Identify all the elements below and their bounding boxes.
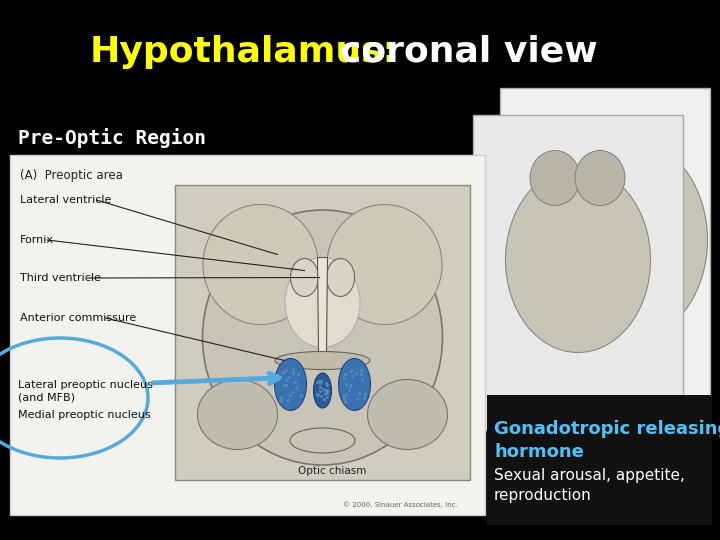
Ellipse shape xyxy=(313,373,331,408)
Text: Fornix: Fornix xyxy=(20,235,54,245)
Text: Anterior commissure: Anterior commissure xyxy=(20,313,136,323)
Text: Lateral preoptic nucleus: Lateral preoptic nucleus xyxy=(18,380,153,390)
Polygon shape xyxy=(500,88,710,428)
Text: ©02 Sinauer Associates, Inc.: ©02 Sinauer Associates, Inc. xyxy=(530,422,621,428)
Polygon shape xyxy=(512,260,520,280)
Ellipse shape xyxy=(290,428,355,453)
Ellipse shape xyxy=(274,359,307,410)
Ellipse shape xyxy=(285,258,360,348)
Ellipse shape xyxy=(505,167,650,353)
Ellipse shape xyxy=(275,352,370,369)
Ellipse shape xyxy=(530,151,580,206)
Text: Third ventricle: Third ventricle xyxy=(20,273,101,283)
Ellipse shape xyxy=(338,359,371,410)
Ellipse shape xyxy=(575,151,625,206)
Ellipse shape xyxy=(367,380,448,449)
Text: Lateral ventricle: Lateral ventricle xyxy=(20,195,112,205)
Ellipse shape xyxy=(326,259,354,296)
Polygon shape xyxy=(10,155,485,515)
Text: (A)  Preoptic area: (A) Preoptic area xyxy=(20,168,123,181)
Text: Medial preoptic nucleus: Medial preoptic nucleus xyxy=(18,410,150,420)
Text: ©02 Sinauer Associates, Inc.: ©02 Sinauer Associates, Inc. xyxy=(594,415,685,421)
Ellipse shape xyxy=(552,140,708,340)
Text: (and MFB): (and MFB) xyxy=(18,393,75,403)
Ellipse shape xyxy=(637,187,679,282)
Polygon shape xyxy=(175,185,470,480)
Text: Hypothalamus:: Hypothalamus: xyxy=(90,35,398,69)
Polygon shape xyxy=(473,115,683,430)
Text: Optic chiasm: Optic chiasm xyxy=(298,465,366,476)
Text: Sexual arousal, appetite,
reproduction: Sexual arousal, appetite, reproduction xyxy=(494,468,685,503)
Ellipse shape xyxy=(197,380,277,449)
Ellipse shape xyxy=(290,259,318,296)
Polygon shape xyxy=(487,395,712,525)
Ellipse shape xyxy=(202,210,443,465)
Text: Gonadotropic releasing
hormone: Gonadotropic releasing hormone xyxy=(494,420,720,461)
Polygon shape xyxy=(318,258,328,353)
Text: Pre-Optic Region: Pre-Optic Region xyxy=(18,128,206,148)
Ellipse shape xyxy=(203,205,318,325)
Text: coronal view: coronal view xyxy=(340,35,598,69)
Text: © 2000, Sinauer Associates, Inc.: © 2000, Sinauer Associates, Inc. xyxy=(343,502,457,508)
Ellipse shape xyxy=(327,205,442,325)
